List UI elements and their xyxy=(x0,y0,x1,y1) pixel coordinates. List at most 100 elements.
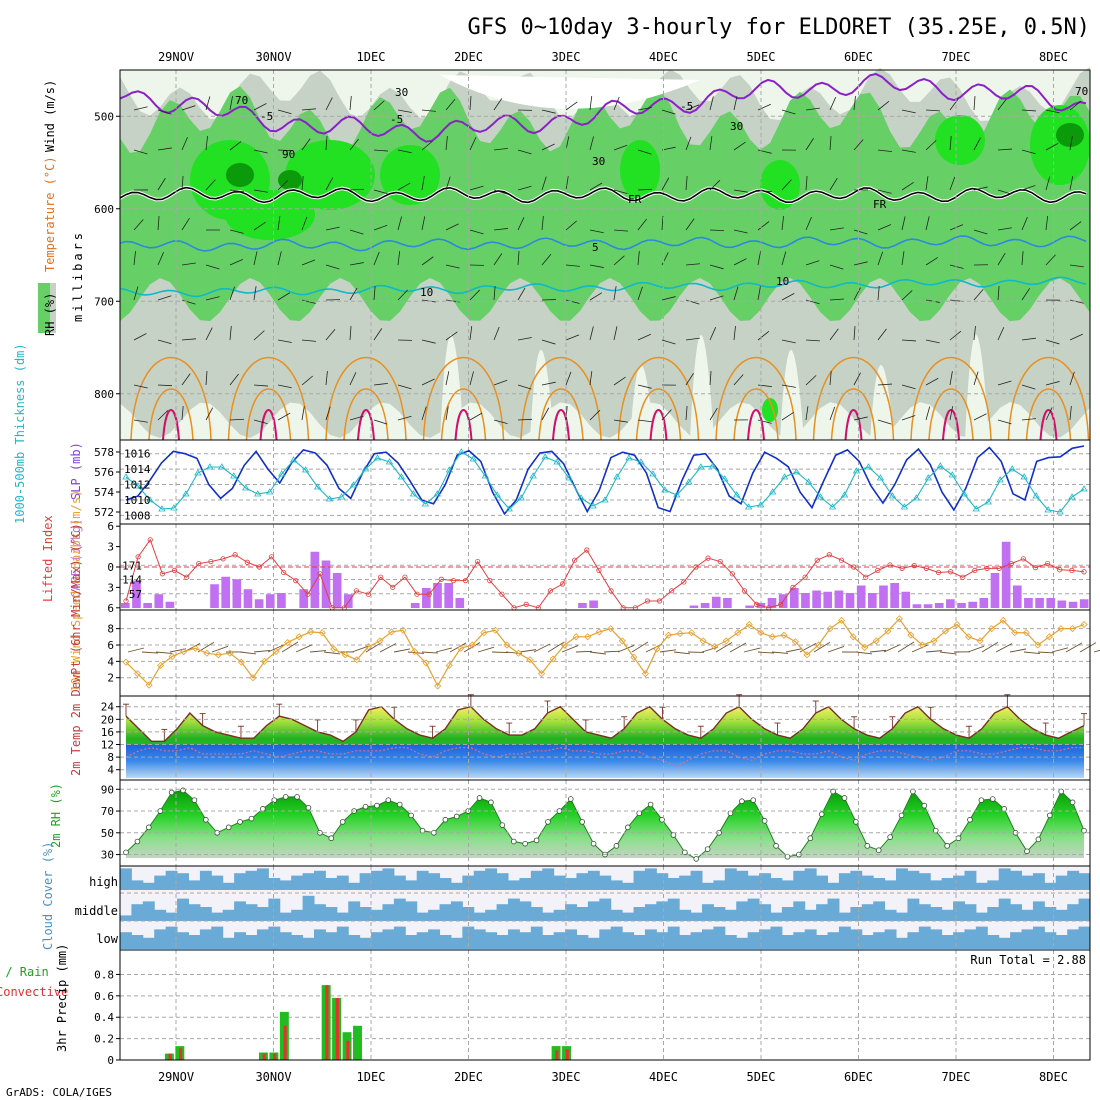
lifted-index-point xyxy=(184,574,190,580)
lifted-index-point xyxy=(741,588,748,594)
slp-series xyxy=(122,445,1088,516)
wind-barb xyxy=(493,379,508,386)
cloud-cover-high xyxy=(896,868,908,890)
wind-barb xyxy=(565,264,580,267)
thickness-point xyxy=(134,482,142,489)
cloud-cover-low xyxy=(975,926,988,949)
cloud-cover-middle xyxy=(336,912,349,921)
temp-contour-20 xyxy=(635,388,682,441)
wind-barb xyxy=(157,177,166,191)
cloud-cover-high xyxy=(348,882,361,890)
wind10m-barb xyxy=(603,650,621,653)
cloud-cover-low xyxy=(599,929,612,949)
wind-barb xyxy=(805,375,817,386)
temp-contour-15 xyxy=(130,356,212,441)
cloud-cover-low xyxy=(896,937,908,949)
cloud-cover-middle xyxy=(1032,901,1045,921)
wind-barb xyxy=(229,373,239,386)
wind-barb xyxy=(949,264,964,269)
date-label-top: 5DEC xyxy=(747,50,776,64)
wind10m-barb xyxy=(1093,649,1100,653)
wind-barb xyxy=(1021,418,1036,421)
wind10m-point xyxy=(976,637,984,645)
rh2m-point xyxy=(807,835,814,842)
wind-barb xyxy=(661,339,676,345)
thickness-point xyxy=(900,503,909,510)
temp-contour-15 xyxy=(1007,356,1090,441)
rh-bright-blob xyxy=(380,145,440,205)
rh2m-point xyxy=(1069,799,1076,806)
slp-axis-label: SLP (mb) xyxy=(69,442,83,500)
wind-barb xyxy=(805,406,809,421)
wind-barb xyxy=(589,326,594,341)
wind-barb xyxy=(709,136,713,151)
cape-bar xyxy=(845,593,855,608)
cape-bar xyxy=(1012,585,1022,608)
wind10m-point xyxy=(191,644,199,652)
wind-barb xyxy=(613,326,618,341)
wind10m-point xyxy=(410,647,419,656)
wind10m-point xyxy=(145,681,153,689)
wind-barb xyxy=(661,216,664,231)
wind-barb xyxy=(373,189,388,195)
wind-barb xyxy=(493,419,508,425)
cape-bar xyxy=(1079,599,1089,608)
wind-barb xyxy=(373,251,380,266)
rh2m-point xyxy=(613,843,620,849)
precip-convective-bar xyxy=(168,1053,172,1060)
contour-label: 70 xyxy=(235,94,248,107)
wind-barb xyxy=(493,228,508,231)
wind10m-point xyxy=(272,647,280,656)
date-label-top: 8DEC xyxy=(1039,50,1068,64)
y-tick-label: 0 xyxy=(107,1054,114,1067)
cape-bar xyxy=(1068,601,1078,608)
wind-barb xyxy=(901,251,905,266)
wind-barb xyxy=(301,138,311,151)
wind-barb xyxy=(517,217,525,231)
temp-contour-15 xyxy=(812,356,895,441)
cloud-cover-low xyxy=(177,932,189,949)
date-label-bottom: 4DEC xyxy=(649,1070,678,1084)
cloud-cover-low xyxy=(953,932,965,949)
wind-barb xyxy=(733,258,747,266)
thickness-point xyxy=(768,488,777,495)
rh2m-point xyxy=(841,795,848,801)
cloud-cover-high xyxy=(656,873,669,890)
temp2m-line xyxy=(125,705,1085,743)
cloud-cover-high xyxy=(188,880,201,890)
cloud-cover-middle xyxy=(953,901,965,921)
temp-contour-20 xyxy=(1025,388,1072,441)
thickness-point xyxy=(146,496,154,503)
rh2m-point xyxy=(955,835,962,842)
cloud-cover-low xyxy=(667,926,680,949)
temp2m-grid xyxy=(120,696,1090,780)
wind-barb xyxy=(181,105,196,111)
wind10m-point xyxy=(872,637,880,645)
dewpoint-line xyxy=(125,747,1084,768)
wind10m-barb xyxy=(253,650,271,653)
cape-bar xyxy=(946,599,955,608)
cloud-cover-high xyxy=(234,873,247,890)
cloud-cover-middle xyxy=(759,904,771,921)
temp-contour-20 xyxy=(148,388,194,441)
wind-barb xyxy=(1021,149,1036,155)
cloud-cover-bars xyxy=(120,868,1091,949)
wind-barb xyxy=(253,286,257,301)
wind-barb xyxy=(781,293,795,301)
cape-bar xyxy=(332,573,342,608)
cape-bar xyxy=(210,584,219,608)
wind-barb xyxy=(565,220,577,231)
rh2m-point xyxy=(248,815,255,822)
lifted-index-point xyxy=(887,562,893,568)
cloud-cover-low xyxy=(393,926,406,949)
cape-bar xyxy=(232,579,242,608)
wind-barb xyxy=(397,109,412,113)
lifted-index-point xyxy=(1020,556,1026,562)
thickness-point xyxy=(948,471,956,478)
wind-barb xyxy=(349,372,357,386)
wind-barb xyxy=(877,328,887,341)
cloud-row-label: high xyxy=(89,875,118,889)
wind-barb xyxy=(733,286,739,301)
rh2m-point xyxy=(978,797,985,803)
wind-barb xyxy=(853,287,861,301)
